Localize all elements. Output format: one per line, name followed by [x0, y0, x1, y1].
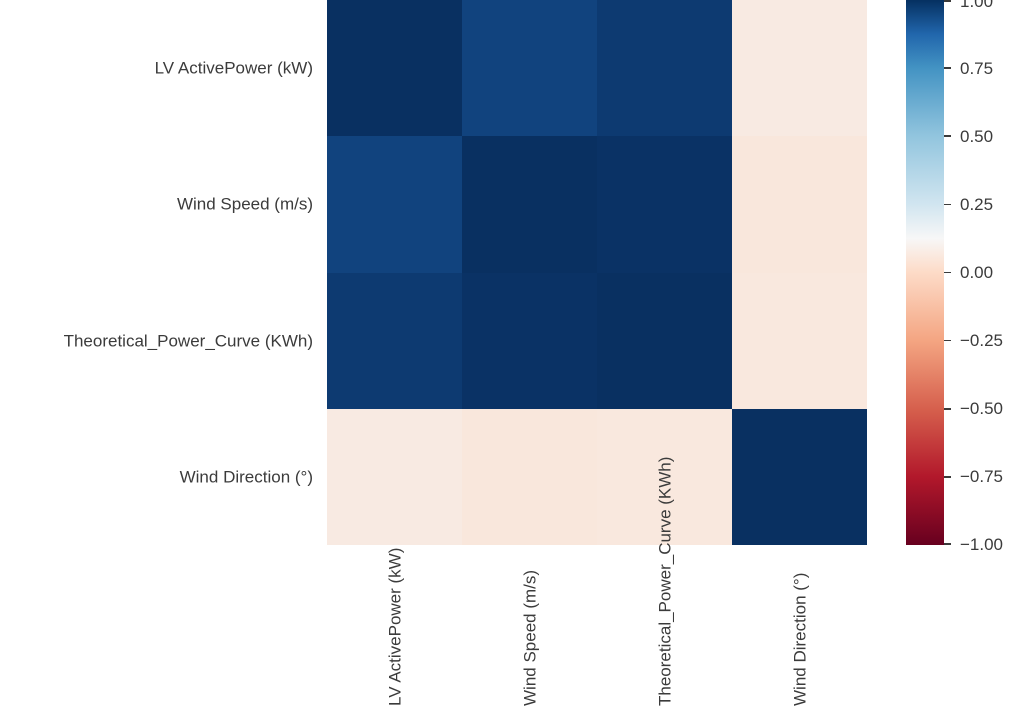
heatmap-cell	[462, 0, 597, 137]
x-axis-tick-label-slot: Theoretical_Power_Curve (KWh)	[597, 457, 732, 706]
colorbar-tick-text: −0.50	[960, 399, 1004, 419]
colorbar-tick-mark	[944, 271, 951, 274]
heatmap-cell	[732, 408, 867, 545]
y-axis-tick-labels: LV ActivePower (kW) Wind Speed (m/s) The…	[0, 0, 313, 545]
colorbar-tick-text: 0.50	[960, 126, 994, 146]
heatmap-cell	[327, 0, 462, 137]
heatmap-cell	[462, 272, 597, 409]
heatmap-cell	[327, 408, 462, 545]
colorbar-tick-mark	[944, 543, 951, 545]
heatmap-cell	[597, 136, 732, 273]
colorbar-tick-mark	[944, 135, 951, 138]
colorbar-tick-mark	[944, 476, 951, 478]
colorbar-tick-mark	[944, 67, 951, 69]
y-axis-tick-label: Wind Speed (m/s)	[176, 194, 313, 214]
y-axis-tick-label: LV ActivePower (kW)	[154, 58, 313, 78]
heatmap-cell	[597, 408, 732, 545]
heatmap-cell	[462, 408, 597, 545]
x-axis-tick-label: Theoretical_Power_Curve (KWh)	[655, 456, 674, 706]
x-axis-tick-label-slot: Wind Speed (m/s)	[462, 545, 597, 706]
x-axis-tick-label: Wind Direction (°)	[790, 572, 809, 706]
x-axis-tick-label: LV ActivePower (kW)	[385, 547, 404, 706]
colorbar-tick-labels: 1.00 0.75 0.50 0.25 0.00 −0.25 −0.50 −0.75 −1.00	[944, 0, 1024, 553]
colorbar-tick-text: −0.75	[960, 467, 1004, 487]
heatmap-cell	[732, 0, 867, 137]
colorbar-tick-mark	[944, 407, 951, 410]
colorbar: 1.00 0.75 0.50 0.25 0.00 −0.25 −0.50 −0.75 −1.00	[906, 0, 1024, 553]
colorbar-tick-mark	[944, 203, 951, 206]
heatmap-cell	[732, 272, 867, 409]
colorbar-tick-text: −0.25	[960, 331, 1004, 351]
x-axis-tick-label: Wind Speed (m/s)	[520, 569, 539, 706]
colorbar-tick-text: 1.00	[960, 0, 994, 11]
colorbar-tick-mark	[944, 339, 951, 342]
heatmap-cell	[597, 0, 732, 137]
heatmap-cell	[327, 136, 462, 273]
colorbar-tick-text: −1.00	[960, 534, 1004, 554]
colorbar-tick-mark	[944, 0, 951, 2]
x-axis-tick-label-slot: Wind Direction (°)	[732, 545, 867, 706]
colorbar-tick-text: 0.75	[960, 58, 994, 78]
heatmap-cell	[597, 272, 732, 409]
heatmap-cell	[327, 272, 462, 409]
heatmap-grid	[327, 0, 867, 545]
y-axis-tick-label: Theoretical_Power_Curve (KWh)	[63, 331, 313, 351]
x-axis-tick-label-slot: LV ActivePower (kW)	[327, 545, 462, 706]
colorbar-tick-text: 0.25	[960, 194, 994, 214]
x-axis-tick-labels: LV ActivePower (kW) Wind Speed (m/s) Theor…	[327, 457, 867, 706]
y-axis-tick-label: Wind Direction (°)	[179, 467, 313, 487]
heatmap-cell	[462, 136, 597, 273]
colorbar-gradient	[906, 0, 944, 545]
heatmap-cell	[732, 136, 867, 273]
colorbar-tick-text: 0.00	[960, 263, 994, 282]
